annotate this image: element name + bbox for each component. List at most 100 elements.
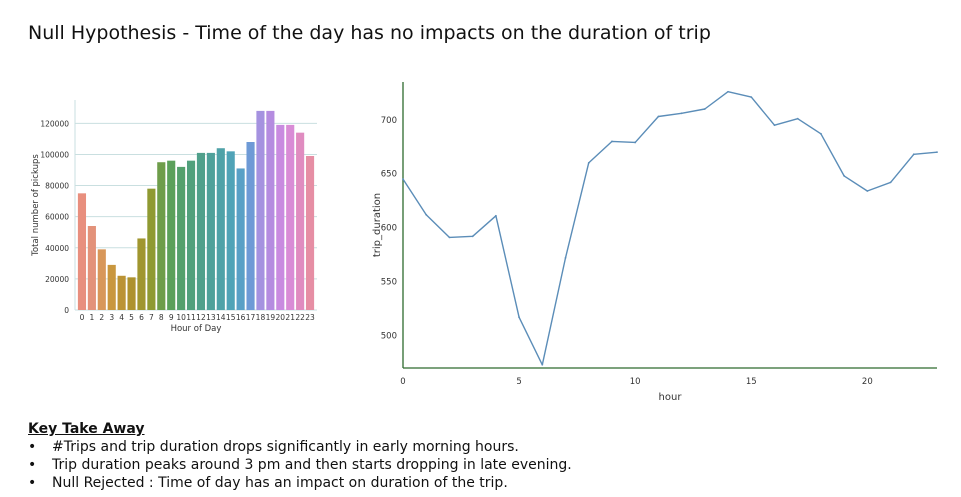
trip-duration-point-hour-7 [564,257,567,259]
trip-duration-point-hour-6 [541,363,544,366]
bar-x-tick-label: 11 [186,313,196,322]
bar-x-tick-label: 10 [176,313,186,322]
bar-hour-21 [286,124,295,310]
trip-duration-point-hour-5 [518,316,520,319]
bar-x-tick-label: 12 [196,313,206,322]
trip-duration-series-line [402,90,938,366]
bar-hour-12 [196,152,206,310]
bar-x-tick-label: 13 [206,313,216,322]
trip-duration-point-hour-1 [425,213,428,216]
line-y-axis-label: trip_duration [372,193,383,257]
bar-x-tick-label: 2 [99,313,104,322]
trip-duration-point-hour-18 [820,132,822,135]
trip-duration-point-hour-9 [611,140,613,143]
line-y-tick-label: 700 [381,116,397,126]
bar-hour-16 [236,168,245,310]
trip-duration-point-hour-22 [912,153,915,156]
bar-x-axis-label: Hour of Day [171,324,222,334]
bullet-icon: • [28,457,37,473]
bar-x-tick-label: 1 [89,313,94,322]
bar-x-tick-label: 18 [256,313,266,322]
line-y-tick-label: 550 [381,278,397,288]
trip-duration-point-hour-11 [657,115,660,118]
line-x-tick-label: 15 [746,377,757,387]
bar-y-axis-label: Total number of pickups [31,154,41,257]
bar-hour-8 [157,162,166,310]
bar-x-tick-label: 4 [119,313,124,322]
takeaway-point-text: #Trips and trip duration drops significa… [52,439,519,455]
line-x-tick-label: 10 [630,377,641,387]
bar-hour-17 [246,142,255,310]
bar-x-tick-label: 19 [266,313,276,322]
bar-hour-6 [137,238,146,310]
bar-hour-5 [127,277,136,310]
bar-x-tick-label: 22 [295,313,305,322]
key-takeaway-section: Key Take Away • #Trips and trip duration … [28,421,948,492]
bar-y-tick-label: 120000 [40,119,69,128]
trip-duration-point-hour-8 [587,162,590,164]
bar-y-tick-label: 60000 [45,213,69,222]
line-x-tick-label: 5 [516,377,521,387]
bar-hour-0 [77,193,87,310]
takeaway-point-text: Trip duration peaks around 3 pm and then… [52,457,572,473]
bar-hour-18 [256,110,265,310]
takeaway-point: • #Trips and trip duration drops signific… [28,438,948,456]
trip-duration-point-hour-2 [448,236,451,239]
bar-hour-13 [206,152,215,310]
bar-hour-15 [226,151,235,310]
bar-hour-1 [87,226,96,310]
trip-duration-point-hour-16 [773,124,776,127]
line-y-tick-label: 600 [381,224,397,234]
trip-duration-point-hour-15 [750,96,753,99]
bullet-icon: • [28,439,37,455]
bar-x-tick-label: 14 [216,313,226,322]
trip-duration-point-hour-0 [402,178,404,181]
bullet-icon: • [28,475,37,491]
takeaway-heading: Key Take Away [28,421,145,437]
trip-duration-point-hour-20 [866,190,869,192]
trip-duration-point-hour-10 [634,141,637,144]
trip-duration-point-hour-17 [796,117,799,120]
bar-x-tick-label: 8 [159,313,164,322]
page-title: Null Hypothesis - Time of the day has no… [28,22,711,44]
bar-y-tick-label: 0 [64,306,69,315]
bar-x-tick-label: 6 [139,313,144,322]
trip-duration-point-hour-23 [936,151,938,154]
line-x-axis-label: hour [659,392,683,403]
trip-duration-point-hour-21 [889,181,892,184]
bar-hour-9 [167,160,176,310]
trip-duration-point-hour-4 [494,214,497,217]
line-y-tick-label: 650 [381,170,397,180]
bar-hour-19 [266,110,275,310]
bar-x-tick-label: 3 [109,313,114,322]
takeaway-point-text: Null Rejected : Time of day has an impac… [52,475,508,491]
bar-x-tick-label: 21 [285,313,295,322]
bar-x-tick-label: 9 [169,313,174,322]
bar-hour-4 [117,275,126,310]
trip-duration-point-hour-19 [843,174,846,177]
trip-duration-point-hour-13 [703,108,706,110]
bar-x-tick-label: 17 [246,313,256,322]
trip-duration-point-hour-12 [680,112,683,115]
bar-hour-22 [296,132,305,310]
bar-hour-14 [216,148,225,310]
takeaway-point: • Null Rejected : Time of day has an impa… [28,474,948,492]
bar-hour-20 [276,124,285,310]
bar-hour-23 [305,156,315,310]
bar-hour-10 [177,166,186,310]
bar-hour-3 [107,264,116,310]
bar-x-tick-label: 15 [226,313,236,322]
line-x-tick-label: 0 [400,377,405,387]
bar-x-tick-label: 0 [80,313,85,322]
bar-x-tick-label: 16 [236,313,246,322]
trip-duration-point-hour-3 [471,235,474,238]
line-x-tick-label: 20 [862,377,873,387]
line-y-tick-label: 500 [381,332,397,342]
bar-y-tick-label: 100000 [40,150,69,159]
bar-x-tick-label: 23 [305,313,315,322]
bar-x-tick-label: 20 [276,313,286,322]
bar-y-tick-label: 80000 [45,182,69,191]
bar-y-tick-label: 40000 [45,244,69,253]
